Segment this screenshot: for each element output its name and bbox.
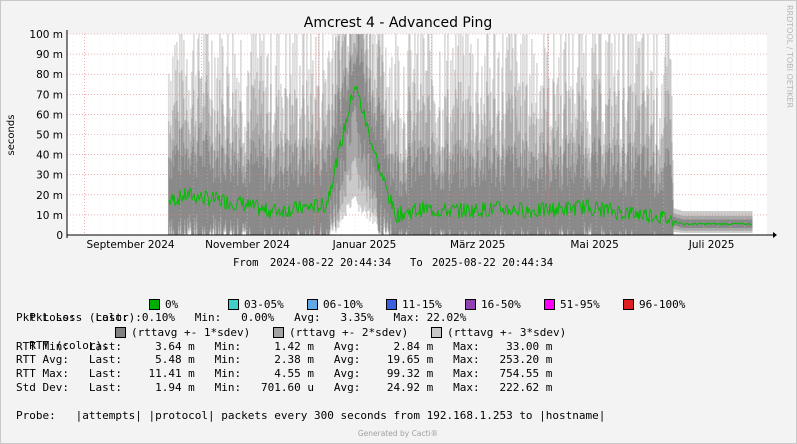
x-tick-label: Mai 2025 [570,239,618,251]
y-tick-label: 60 m [36,109,63,121]
loss-legend-label: 16-50% [481,298,521,311]
watermark: RRDTOOL / TOBI OETIKER [785,5,794,108]
x-tick-label: November 2024 [205,239,290,251]
date-range-to-label: To [410,257,423,269]
rtt-avg-line [168,85,753,228]
x-tick-label: Januar 2025 [332,239,397,251]
rtt-legend-label: (rttavg +- 1*sdev) [131,326,251,339]
loss-legend-swatch [307,299,318,310]
loss-legend-title: Pkt Loss (color): [29,311,142,324]
stats-rtt-max: RTT Max: Last: 11.41 m Min: 4.55 m Avg: … [16,367,553,380]
loss-legend-swatch [228,299,239,310]
rtt-legend: RTT (color): (rttavg +- 1*sdev) (rttavg +… [16,326,566,352]
rtt-legend-label: (rttavg +- 3*sdev) [447,326,567,339]
chart-title: Amcrest 4 - Advanced Ping [304,15,492,31]
stats-rtt-avg: RTT Avg: Last: 5.48 m Min: 2.38 m Avg: 1… [16,353,553,366]
probe-line: Probe: |attempts| |protocol| packets eve… [16,409,606,422]
rtt-legend-label: (rttavg +- 2*sdev) [289,326,409,339]
date-range-from: 2024-08-22 20:44:34 [270,257,391,269]
loss-stats: Pkt Loss: Last: 0.10% Min: 0.00% Avg: 3.… [16,311,467,324]
x-tick-label: Juli 2025 [688,239,735,251]
y-tick-label: 20 m [36,190,63,202]
y-tick-label: 0 [56,230,63,242]
y-tick-label: 30 m [36,170,63,182]
loss-legend: Pkt Loss (color): 0% 03-05% 06-10% 11-15% 16… [16,298,685,324]
footer-credit: Generated by Cacti® [358,429,438,438]
y-tick-label: 50 m [36,130,63,142]
x-tick-label: März 2025 [450,239,505,251]
y-tick-label: 90 m [36,49,63,61]
loss-legend-label: 0% [165,298,179,311]
loss-legend-label: 96-100% [639,298,686,311]
loss-legend-swatch [544,299,555,310]
y-tick-label: 40 m [36,150,63,162]
y-axis-label: seconds [6,115,17,156]
rtt-legend-title: RTT (color): [29,339,109,352]
loss-legend-label: 51-95% [560,298,600,311]
stats-rtt-min: RTT Min: Last: 3.64 m Min: 1.42 m Avg: 2… [16,340,553,353]
loss-legend-swatch [149,299,160,310]
loss-legend-swatch [623,299,634,310]
loss-legend-label: 11-15% [402,298,442,311]
loss-legend-label: 03-05% [244,298,284,311]
loss-legend-label: 06-10% [323,298,363,311]
y-tick-label: 10 m [36,210,63,222]
rtt-legend-swatch [115,327,126,338]
y-tick-label: 70 m [36,89,63,101]
y-tick-label: 100 m [29,29,63,41]
rtt-legend-swatch [273,327,284,338]
loss-legend-swatch [386,299,397,310]
x-tick-label: September 2024 [86,239,174,251]
date-range-to: 2025-08-22 20:44:34 [432,257,553,269]
y-tick-label: 80 m [36,69,63,81]
x-axis-arrow [773,232,777,238]
date-range-from-label: From [233,257,259,269]
rtt-legend-swatch [431,327,442,338]
stats-std-dev: Std Dev: Last: 1.94 m Min: 701.60 u Avg:… [16,381,553,394]
loss-legend-swatch [465,299,476,310]
